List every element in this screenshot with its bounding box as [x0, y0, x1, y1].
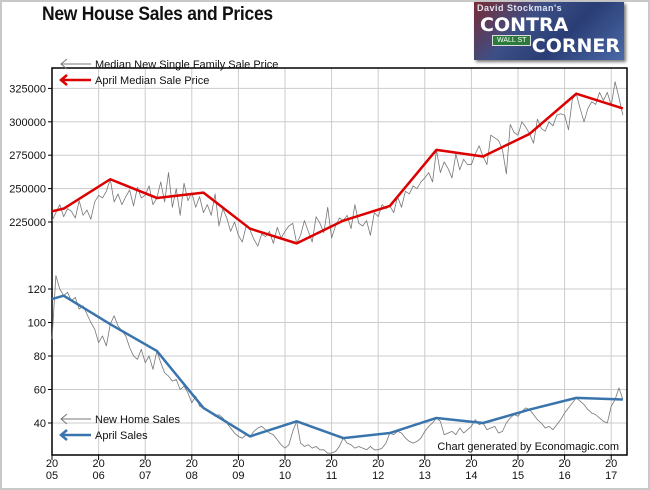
contra-corner-logo: David Stockman's CONTRA WALL ST CORNER	[474, 2, 624, 60]
monthly-price-line	[51, 81, 624, 247]
sales-tick-label: 40	[34, 418, 46, 430]
x-tick-label-top: 20	[325, 458, 337, 470]
legend-arrow-icon	[60, 413, 68, 425]
x-tick-label-top: 20	[46, 458, 58, 470]
price-tick-label: 225000	[9, 217, 46, 229]
legend-label: April Median Sale Price	[95, 75, 209, 87]
logo-line2: CONTRA	[480, 14, 569, 36]
x-tick-label-top: 20	[419, 458, 431, 470]
legend-arrow-icon	[59, 429, 68, 441]
sales-tick-label: 100	[28, 318, 46, 330]
x-tick-label-top: 20	[92, 458, 104, 470]
x-tick-label-top: 20	[558, 458, 570, 470]
x-tick-label-bottom: 14	[465, 470, 477, 482]
x-tick-label-top: 20	[139, 458, 151, 470]
x-tick-label-bottom: 12	[372, 470, 384, 482]
sales-tick-label: 80	[34, 351, 46, 363]
x-tick-label-bottom: 15	[512, 470, 524, 482]
legend-arrow-icon	[60, 58, 68, 70]
x-tick-label-bottom: 10	[279, 470, 291, 482]
x-tick-label-top: 20	[465, 458, 477, 470]
logo-line3: CORNER	[531, 35, 620, 57]
price-tick-label: 250000	[9, 184, 46, 196]
sales-tick-label: 120	[28, 284, 46, 296]
logo-line1: David Stockman's	[477, 3, 563, 13]
x-tick-label-top: 20	[512, 458, 524, 470]
legend-label: April Sales	[95, 430, 148, 442]
plot-border	[51, 67, 628, 456]
monthly-sales-line	[51, 275, 624, 454]
x-tick-label-bottom: 17	[605, 470, 617, 482]
x-tick-label-bottom: 07	[139, 470, 151, 482]
april-sales-line	[51, 294, 623, 440]
x-tick-label-bottom: 11	[326, 470, 337, 482]
plot-area	[52, 68, 627, 455]
x-tick-label-bottom: 09	[232, 470, 244, 482]
x-tick-label-top: 20	[372, 458, 384, 470]
chart-title: New House Sales and Prices	[42, 4, 273, 25]
x-tick-label-bottom: 13	[419, 470, 431, 482]
april-price-line	[51, 92, 624, 245]
price-tick-label: 300000	[9, 117, 46, 129]
legend-label: New Home Sales	[95, 414, 180, 426]
x-tick-label-bottom: 06	[92, 470, 104, 482]
x-tick-label-top: 20	[605, 458, 617, 470]
logo-street-sign: WALL ST	[492, 35, 532, 46]
legend-arrow-icon	[59, 74, 68, 86]
x-tick-label-top: 20	[232, 458, 244, 470]
x-tick-label-bottom: 08	[186, 470, 198, 482]
chart-credit: Chart generated by Economagic.com	[437, 441, 619, 453]
price-tick-label: 325000	[9, 83, 46, 95]
legend-label: Median New Single Family Sale Price	[95, 59, 278, 71]
x-tick-label-bottom: 05	[46, 470, 58, 482]
sales-tick-label: 60	[34, 385, 46, 397]
price-tick-label: 275000	[9, 150, 46, 162]
x-tick-label-top: 20	[279, 458, 291, 470]
x-tick-label-top: 20	[186, 458, 198, 470]
x-tick-label-bottom: 16	[558, 470, 570, 482]
